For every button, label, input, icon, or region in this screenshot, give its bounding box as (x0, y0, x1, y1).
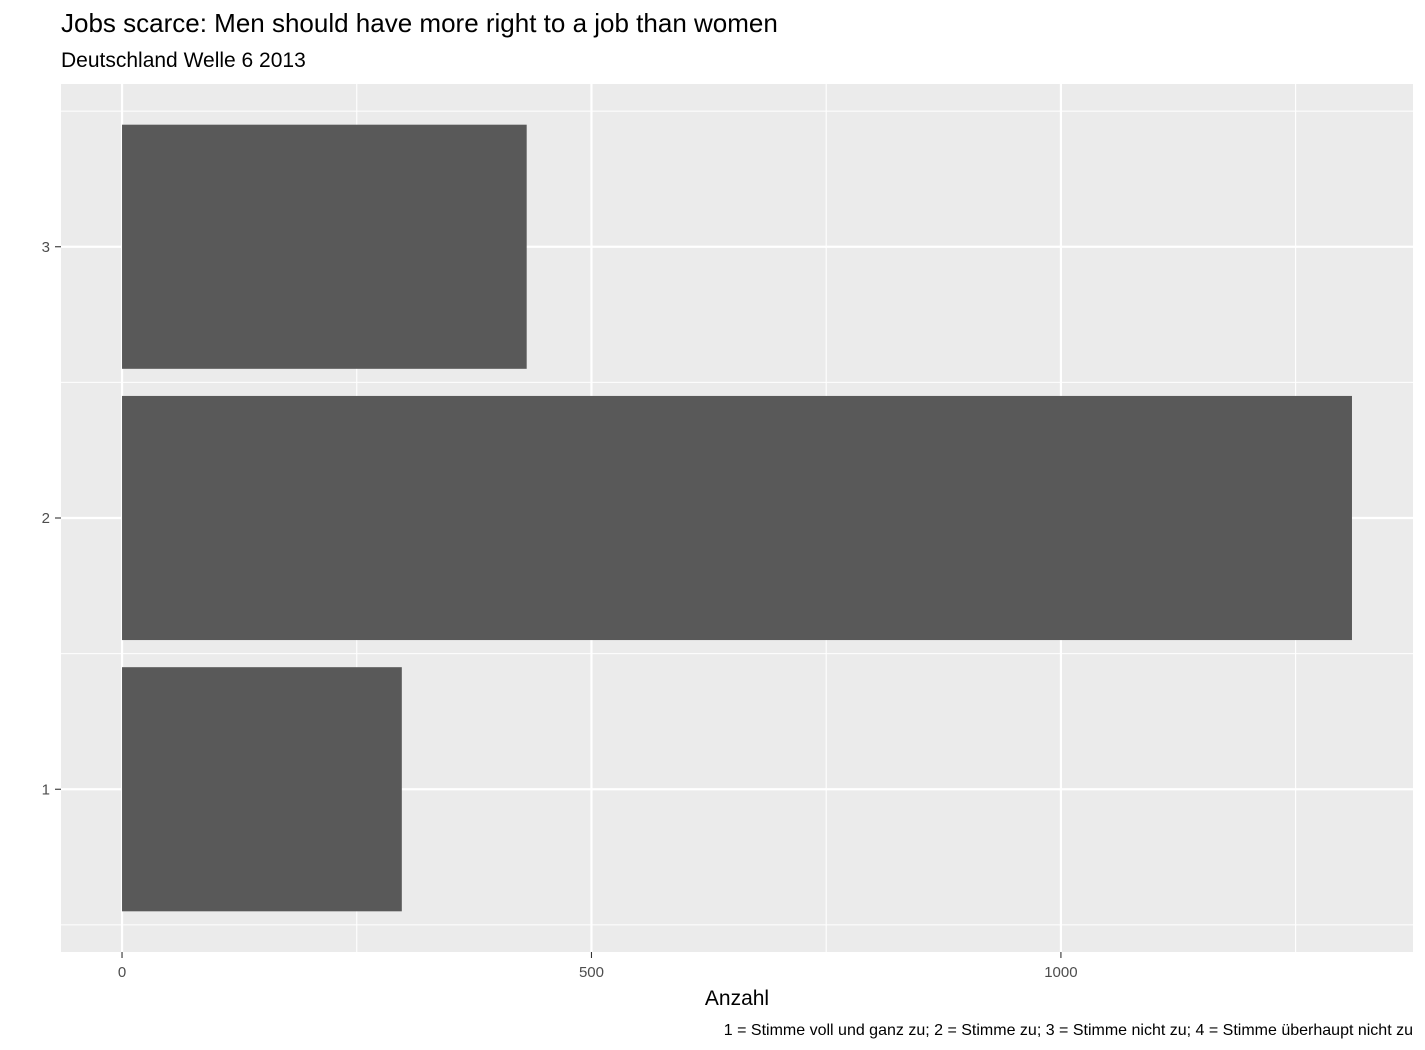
x-axis: 0 500 1000 (118, 952, 1078, 981)
x-tick-label: 1000 (1044, 964, 1077, 981)
chart-title: Jobs scarce: Men should have more right … (61, 8, 778, 38)
bar-1 (122, 667, 402, 912)
x-tick-label: 500 (579, 964, 604, 981)
bar-2 (122, 395, 1352, 641)
bar-3 (122, 124, 527, 369)
y-axis: 1 2 3 (42, 239, 61, 798)
bars (122, 124, 1352, 912)
y-tick-label: 2 (42, 510, 50, 527)
x-axis-title: Anzahl (705, 987, 769, 1010)
y-tick-label: 1 (42, 781, 50, 798)
chart-subtitle: Deutschland Welle 6 2013 (61, 49, 306, 72)
y-tick-label: 3 (42, 239, 50, 256)
x-tick-label: 0 (118, 964, 126, 981)
chart-caption: 1 = Stimme voll und ganz zu; 2 = Stimme … (724, 1022, 1413, 1039)
